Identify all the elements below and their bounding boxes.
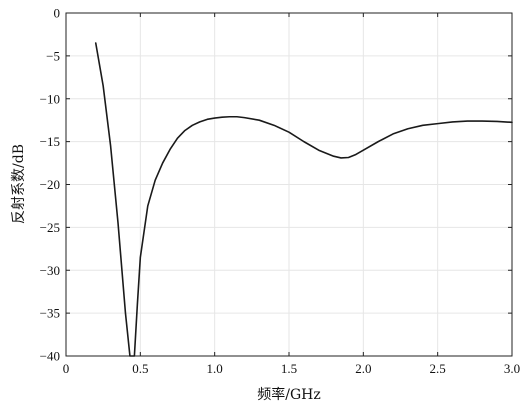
y-tick-label: −5	[46, 48, 60, 63]
y-tick-label: −10	[40, 91, 60, 106]
x-tick-label: 2.0	[355, 361, 371, 376]
y-axis-title: 反射系数/dB	[11, 144, 27, 224]
y-tick-label: −40	[40, 349, 60, 364]
x-axis-title: 频率/GHz	[257, 386, 321, 403]
y-tick-labels: 0 −5 −10 −15 −20 −25 −30 −35 −40	[40, 6, 60, 364]
x-tick-label: 0	[63, 361, 70, 376]
y-tick-label: −35	[40, 306, 60, 321]
y-tick-label: −15	[40, 134, 60, 149]
y-tick-label: −20	[40, 177, 60, 192]
x-tick-label: 0.5	[132, 361, 148, 376]
y-tick-label: 0	[54, 6, 61, 21]
y-tick-label: −25	[40, 220, 60, 235]
plot-frame	[65, 12, 513, 357]
grid	[66, 13, 512, 356]
reflection-curve	[94, 42, 513, 357]
x-tick-label: 1.0	[207, 361, 223, 376]
y-tick-label: −30	[40, 263, 60, 278]
x-tick-label: 1.5	[281, 361, 297, 376]
x-tick-label: 2.5	[430, 361, 446, 376]
x-tick-label: 3.0	[504, 361, 520, 376]
x-tick-labels: 0 0.5 1.0 1.5 2.0 2.5 3.0	[63, 361, 520, 376]
